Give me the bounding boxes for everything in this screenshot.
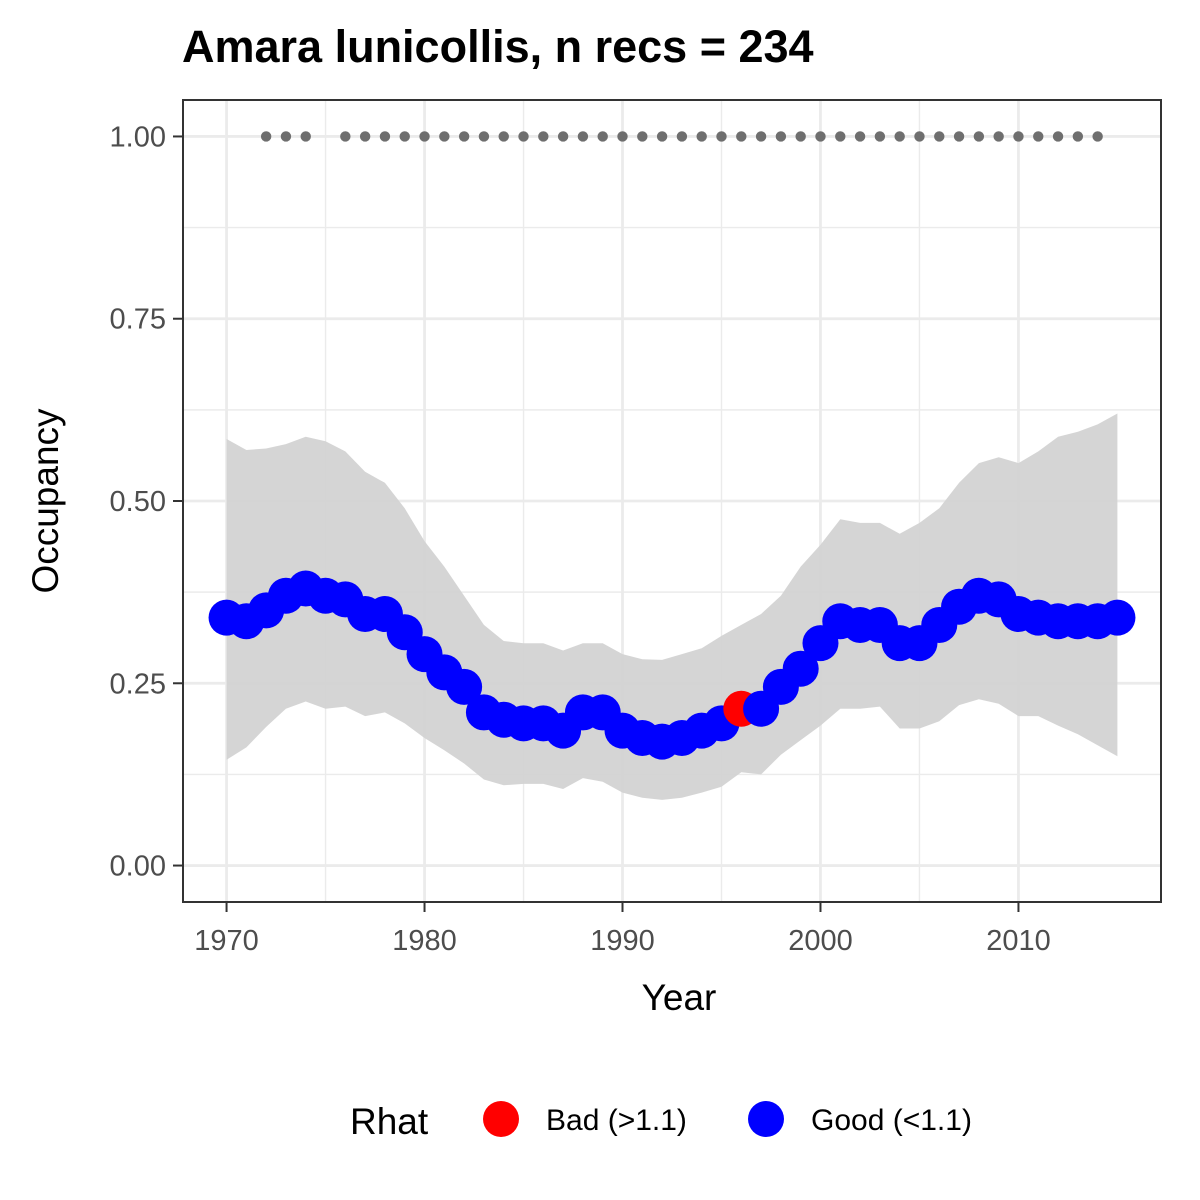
- record-dot: [300, 131, 311, 142]
- record-dot: [755, 131, 767, 142]
- record-dot: [656, 131, 668, 142]
- confidence-ribbon: [226, 413, 1118, 800]
- y-tick-label: 0.25: [110, 668, 166, 700]
- record-dot: [775, 131, 787, 142]
- record-dot: [439, 131, 450, 142]
- x-tick-label: 2000: [788, 925, 853, 957]
- record-dot: [1013, 131, 1024, 142]
- record-dot: [419, 131, 430, 142]
- legend: Rhat Bad (>1.1) Good (<1.1): [350, 1101, 972, 1142]
- record-dot: [577, 131, 589, 142]
- legend-key-good: [748, 1101, 784, 1137]
- record-dot: [379, 131, 391, 142]
- legend-label-good: Good (<1.1): [811, 1104, 972, 1137]
- record-dot: [458, 131, 470, 142]
- record-dot: [518, 131, 529, 142]
- occupancy-point-good: [782, 650, 819, 687]
- x-tick-label: 1970: [194, 925, 259, 957]
- y-axis-title: Occupancy: [25, 408, 66, 594]
- axes: 0.00 0.25 0.50 0.75 1.00 1970 1980 1990 2000 2010: [110, 121, 1051, 957]
- record-dot: [260, 131, 272, 142]
- record-dot: [894, 131, 905, 142]
- record-dot: [557, 131, 569, 142]
- record-dot: [736, 131, 747, 142]
- record-dot: [874, 131, 886, 142]
- chart-title: Amara lunicollis, n recs = 234: [182, 21, 814, 72]
- record-dot: [835, 131, 846, 142]
- record-dot: [1072, 131, 1084, 142]
- x-tick-label: 1990: [590, 925, 655, 957]
- y-tick-label: 0.50: [110, 486, 166, 518]
- record-dot: [1052, 131, 1064, 142]
- record-dot: [538, 131, 549, 142]
- record-dot: [280, 131, 292, 142]
- record-dot: [676, 131, 688, 142]
- record-dot: [1092, 131, 1103, 142]
- record-dot: [914, 131, 925, 142]
- record-dot: [716, 131, 727, 142]
- record-dot: [973, 131, 985, 142]
- y-tick-label: 0.00: [110, 851, 166, 883]
- record-dot: [993, 131, 1004, 142]
- record-dot: [617, 131, 628, 142]
- y-tick-label: 1.00: [110, 121, 166, 153]
- record-dot: [815, 131, 826, 142]
- record-dot: [359, 131, 371, 142]
- confidence-ribbon-layer: [226, 413, 1118, 800]
- legend-key-bad: [483, 1101, 519, 1137]
- x-tick-label: 2010: [986, 925, 1051, 957]
- record-dot: [854, 131, 866, 142]
- occupancy-point-good: [1099, 599, 1136, 636]
- record-dot: [795, 131, 806, 142]
- record-dot: [696, 131, 707, 142]
- legend-title: Rhat: [350, 1101, 429, 1142]
- record-dot: [1033, 131, 1044, 142]
- record-dots-layer: [260, 131, 1103, 142]
- record-dot: [637, 131, 648, 142]
- record-dot: [953, 131, 965, 142]
- legend-label-bad: Bad (>1.1): [546, 1104, 687, 1137]
- record-dot: [597, 131, 608, 142]
- x-axis-title: Year: [642, 977, 717, 1018]
- x-tick-label: 1980: [392, 925, 457, 957]
- y-tick-label: 0.75: [110, 304, 166, 336]
- record-dot: [934, 131, 945, 142]
- record-dot: [399, 131, 410, 142]
- record-dot: [340, 131, 351, 142]
- occupancy-points-layer: [208, 570, 1136, 760]
- occupancy-point-good: [446, 668, 483, 705]
- record-dot: [478, 131, 490, 142]
- record-dot: [498, 131, 509, 142]
